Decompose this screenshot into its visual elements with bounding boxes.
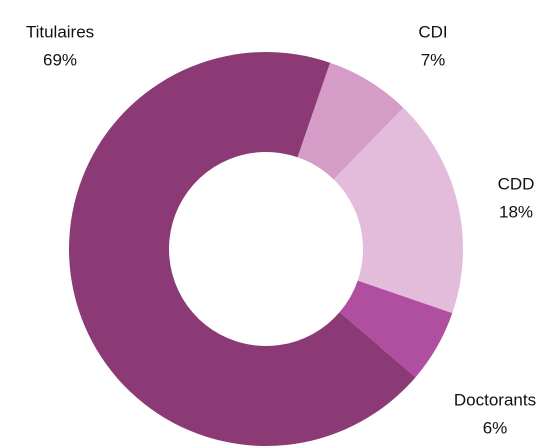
- slice-label: Doctorants: [454, 390, 536, 409]
- slice-label: Titulaires: [26, 22, 94, 41]
- slice-label: CDD: [498, 174, 535, 193]
- donut-slice: [69, 52, 416, 447]
- slice-value-label: 6%: [483, 418, 508, 437]
- slice-label: CDI: [418, 22, 447, 41]
- donut-slice: [339, 280, 453, 378]
- donut-slice: [333, 107, 463, 314]
- slice-value-label: 69%: [43, 50, 77, 69]
- slice-value-label: 7%: [421, 50, 446, 69]
- slice-value-label: 18%: [499, 202, 533, 221]
- donut-slice: [297, 62, 404, 180]
